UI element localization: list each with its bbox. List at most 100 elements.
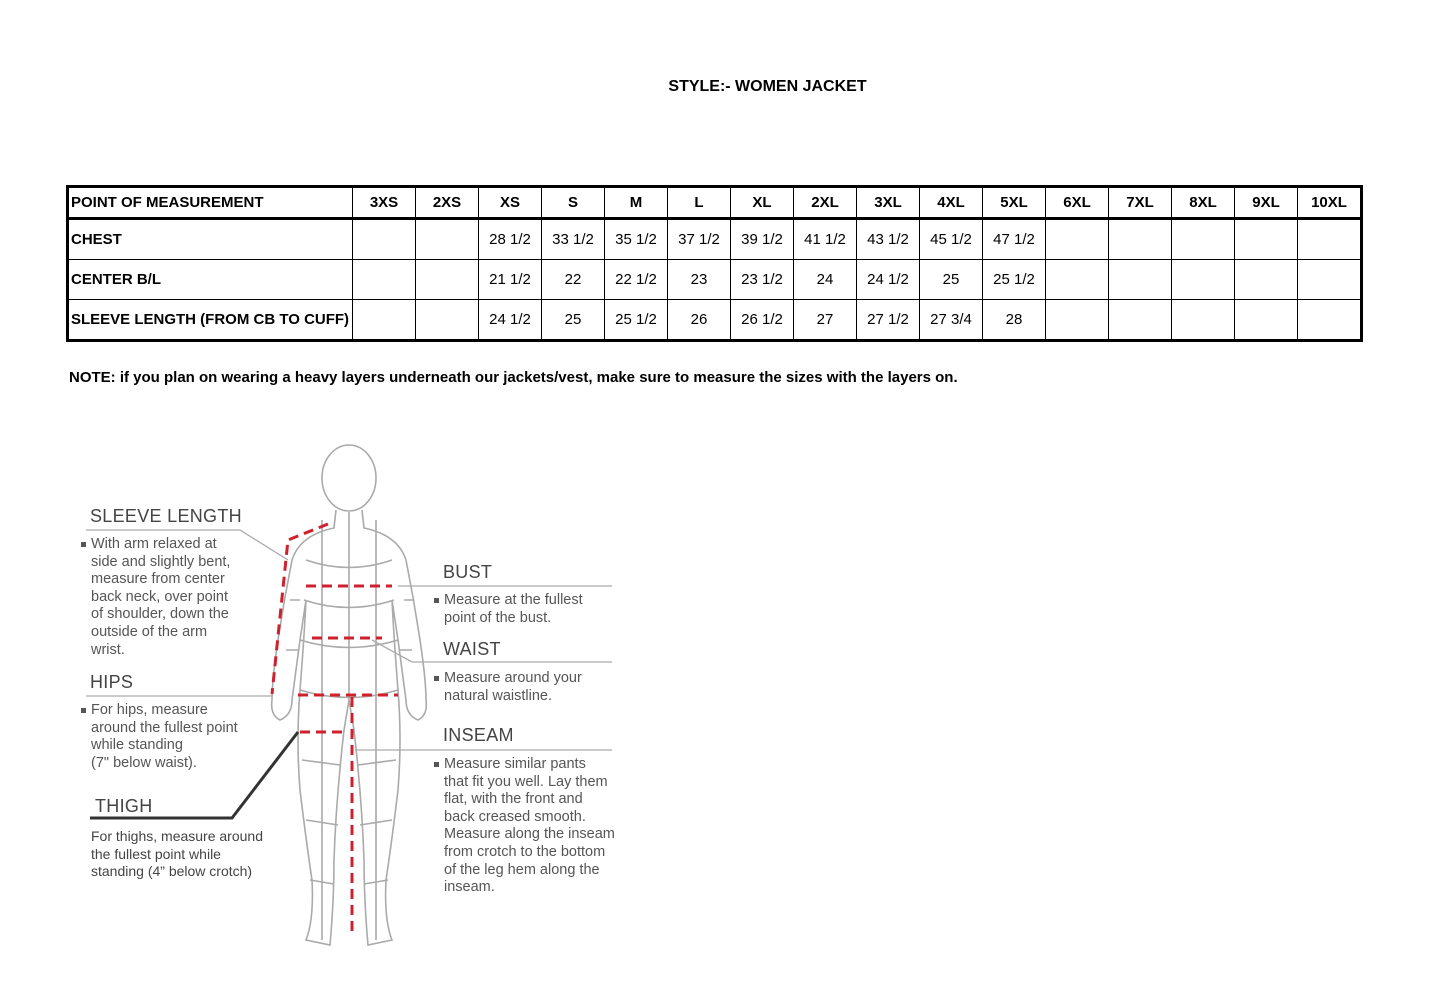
note-text: NOTE: if you plan on wearing a heavy lay…	[69, 369, 958, 386]
table-cell: 39 1/2	[730, 218, 794, 260]
table-cell: 27	[793, 299, 857, 341]
table-cell	[1108, 218, 1172, 260]
text-line: inseam.	[444, 879, 495, 896]
text-line: of the leg hem along the	[444, 861, 600, 878]
bullet-icon	[434, 675, 439, 681]
table-cell: 23 1/2	[730, 259, 794, 300]
measurement-lines	[270, 522, 398, 935]
table-cell: 45 1/2	[919, 218, 983, 260]
text-line: back neck, over point	[91, 588, 229, 605]
table-cell	[1234, 218, 1298, 260]
bullet-icon	[81, 541, 86, 547]
header-size: 2XS	[415, 186, 479, 220]
text-line: side and slightly bent,	[91, 553, 231, 570]
bullet-icon	[434, 761, 439, 767]
header-size: 3XS	[352, 186, 416, 220]
header-size: 9XL	[1234, 186, 1298, 220]
sleeve-length-label: SLEEVE LENGTH	[90, 506, 242, 526]
thigh-label: THIGH	[95, 796, 153, 816]
thigh-leader-line	[90, 731, 300, 820]
bullet-icon	[81, 707, 86, 713]
text-line: wrist.	[91, 641, 125, 658]
text-line: natural waistline.	[444, 687, 552, 704]
leader-lines	[86, 529, 612, 751]
header-size: L	[667, 186, 731, 220]
text-line: back creased smooth.	[444, 808, 586, 825]
table-header-row: POINT OF MEASUREMENT 3XS 2XS XS S M L XL 2XL 3XL 4…	[67, 186, 1362, 220]
waist-label: WAIST	[443, 639, 501, 659]
size-chart-table: POINT OF MEASUREMENT 3XS 2XS XS S M L XL 2XL 3XL 4…	[66, 185, 1363, 342]
table-cell: 43 1/2	[856, 218, 920, 260]
header-size: 4XL	[919, 186, 983, 220]
text-line: (7" below waist).	[91, 754, 197, 771]
thigh-text: For thighs, measure around the fullest po…	[91, 828, 263, 881]
table-cell: 24 1/2	[478, 299, 542, 341]
table-cell	[1297, 218, 1362, 260]
table-cell: 27 1/2	[856, 299, 920, 341]
inseam-text: Measure similar pants that fit you well. …	[434, 756, 615, 897]
text-line: outside of the arm	[91, 623, 208, 640]
header-size: 7XL	[1108, 186, 1172, 220]
header-size: S	[541, 186, 605, 220]
text-line: Measure at the fullest	[444, 592, 583, 608]
text-line: With arm relaxed at	[91, 536, 217, 552]
table-cell: 35 1/2	[604, 218, 668, 260]
table-cell	[1171, 259, 1235, 300]
header-size: 6XL	[1045, 186, 1109, 220]
bust-label: BUST	[443, 562, 493, 582]
text-line: measure from center	[91, 571, 225, 588]
waist-text: Measure around your natural waistline.	[434, 670, 582, 705]
header-size: 3XL	[856, 186, 920, 220]
text-line: Measure similar pants	[444, 756, 586, 772]
text-line: For thighs, measure around	[91, 828, 263, 844]
table-cell: 21 1/2	[478, 259, 542, 300]
header-size: XL	[730, 186, 794, 220]
text-line: while standing	[91, 737, 183, 754]
table-cell	[415, 259, 479, 300]
table-cell: 27 3/4	[919, 299, 983, 341]
table-row: CENTER B/L 21 1/2 22 22 1/2 23 23 1/2 24 24 1/2…	[67, 259, 1362, 300]
header-size: M	[604, 186, 668, 220]
header-size: XS	[478, 186, 542, 220]
table-cell: 28	[982, 299, 1046, 341]
header-size: 2XL	[793, 186, 857, 220]
header-size: 8XL	[1171, 186, 1235, 220]
text-line: Measure around your	[444, 670, 582, 686]
table-cell	[1297, 259, 1362, 300]
table-cell: 25 1/2	[604, 299, 668, 341]
text-line: from crotch to the bottom	[444, 843, 606, 860]
text-line: For hips, measure	[91, 702, 208, 718]
sleeve-length-text: With arm relaxed at side and slightly ben…	[81, 536, 231, 659]
table-cell	[352, 299, 416, 341]
table-cell	[1234, 259, 1298, 300]
text-line: Measure along the inseam	[444, 826, 615, 843]
table-cell	[415, 299, 479, 341]
table-cell: 24 1/2	[856, 259, 920, 300]
table-cell: 26	[667, 299, 731, 341]
table-cell	[1108, 299, 1172, 341]
table-cell	[1297, 299, 1362, 341]
table-cell: 24	[793, 259, 857, 300]
text-line: around the fullest point	[91, 719, 238, 736]
table-cell	[1171, 299, 1235, 341]
row-label: SLEEVE LENGTH (FROM CB TO CUFF)	[67, 299, 353, 341]
text-line: flat, with the front and	[444, 791, 583, 808]
table-cell: 47 1/2	[982, 218, 1046, 260]
bullet-icon	[434, 597, 439, 603]
header-point-of-measurement: POINT OF MEASUREMENT	[67, 186, 353, 220]
header-size: 10XL	[1297, 186, 1362, 220]
text-line: that fit you well. Lay them	[444, 773, 608, 790]
hips-text: For hips, measure around the fullest poin…	[81, 702, 238, 772]
table-cell: 22 1/2	[604, 259, 668, 300]
page-title: STYLE:- WOMEN JACKET	[668, 78, 867, 95]
text-line: point of the bust.	[444, 609, 552, 626]
table-cell: 25	[541, 299, 605, 341]
inseam-label: INSEAM	[443, 725, 514, 745]
table-cell	[1045, 218, 1109, 260]
text-line: standing (4” below crotch)	[91, 863, 253, 880]
header-size: 5XL	[982, 186, 1046, 220]
table-cell	[1108, 259, 1172, 300]
body-outline	[270, 444, 428, 946]
text-line: the fullest point while	[91, 845, 221, 862]
table-row: SLEEVE LENGTH (FROM CB TO CUFF) 24 1/2 25 2…	[67, 299, 1362, 341]
